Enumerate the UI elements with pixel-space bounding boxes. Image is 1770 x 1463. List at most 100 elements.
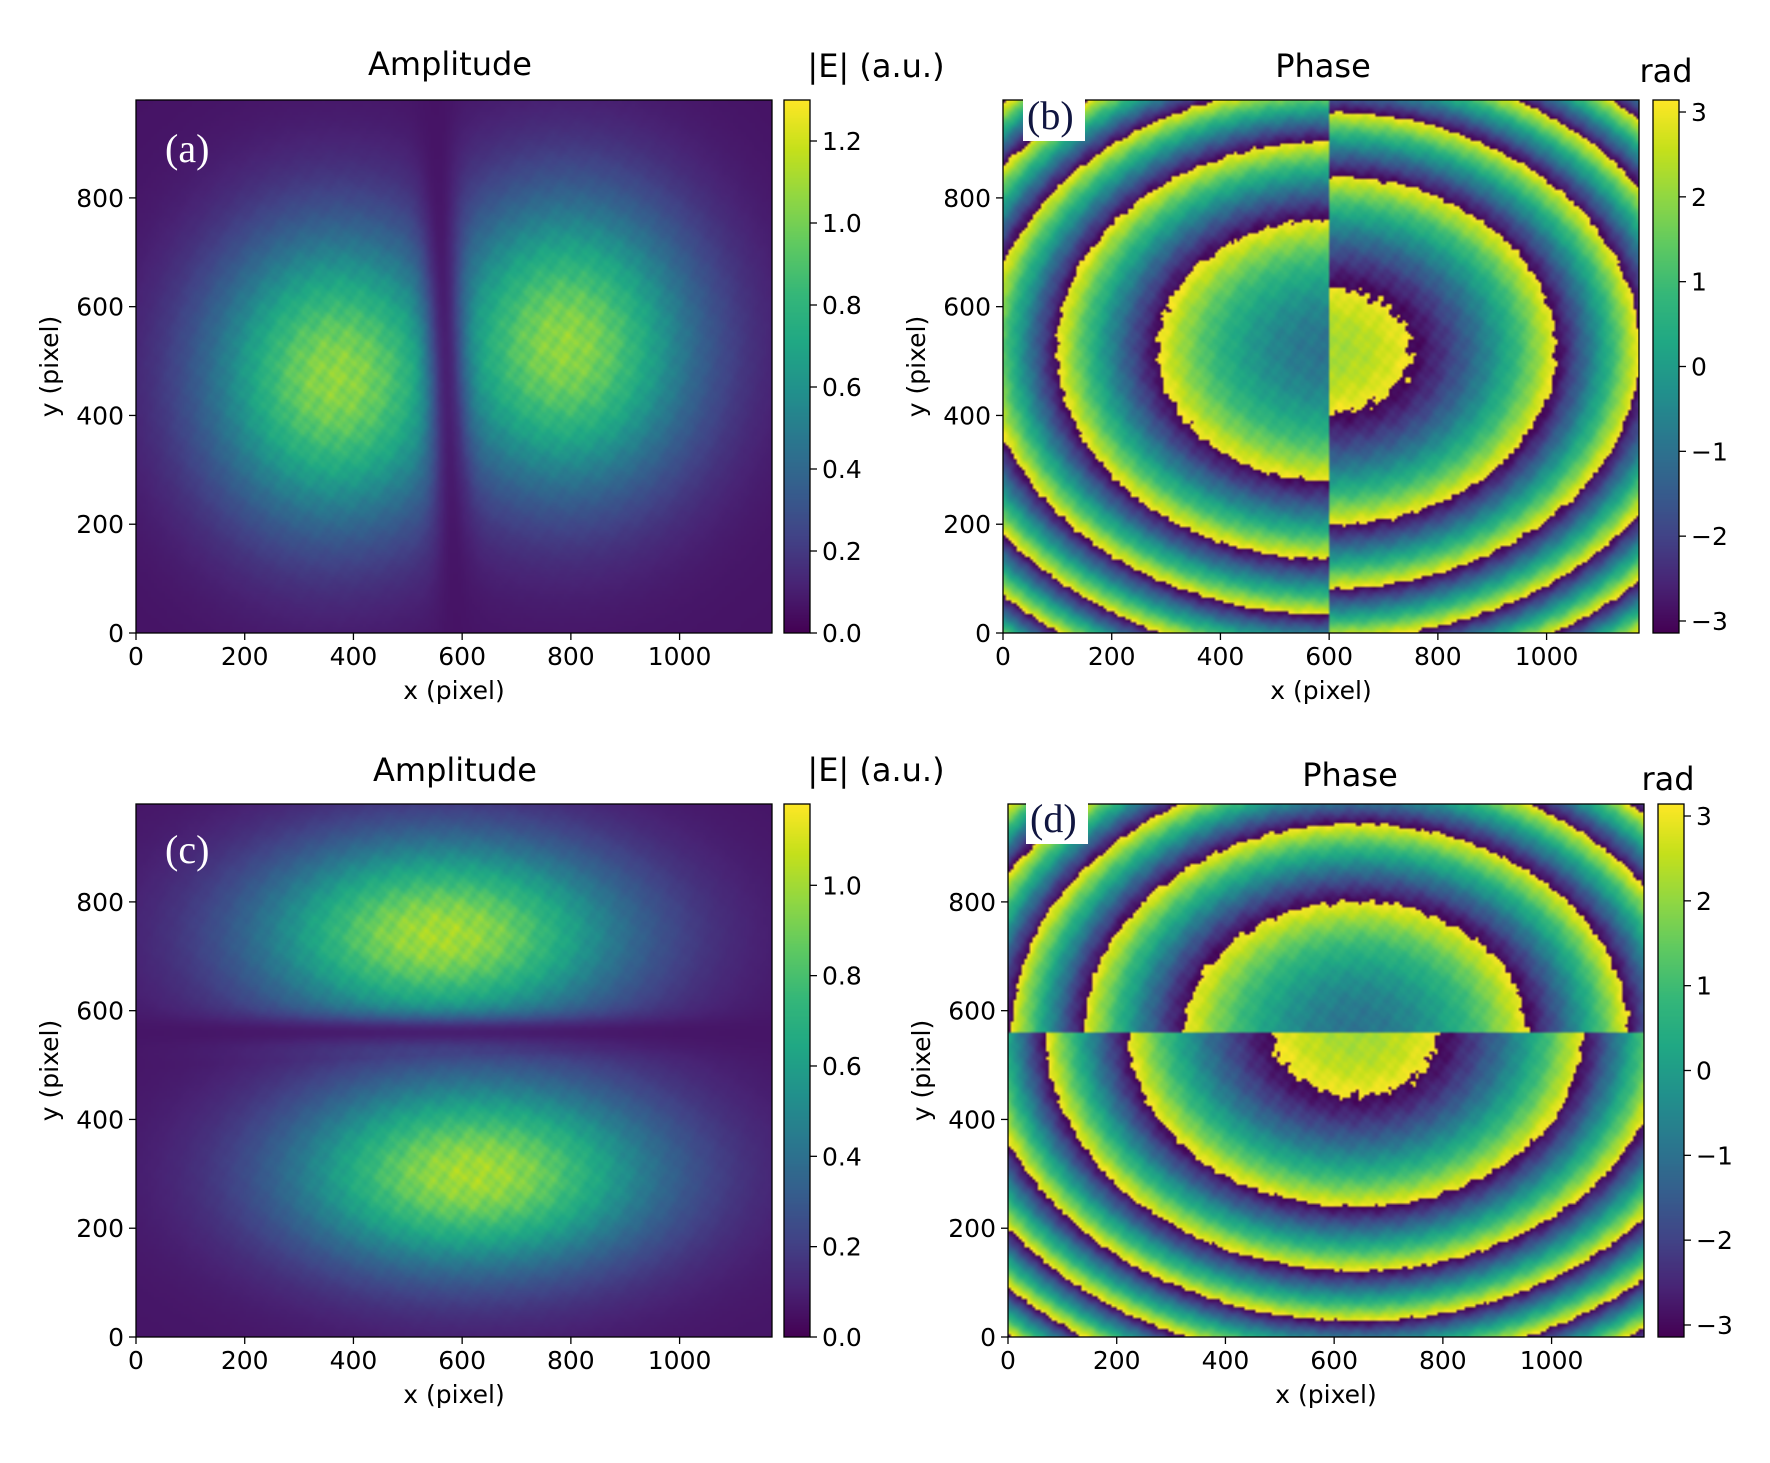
- panel-4-colorbar-tick-label: −3: [1696, 1311, 1733, 1340]
- panel-3-colorbar-tick-label: 0.2: [822, 1233, 862, 1262]
- panel-2-panel-label: (b): [1027, 93, 1074, 138]
- panel-1-colorbar-tick-label: 0.6: [822, 373, 862, 402]
- panel-3-panel-label: (c): [165, 827, 209, 872]
- panel-2-colorbar-label: rad: [1639, 52, 1692, 90]
- panel-1-title: Amplitude: [368, 45, 532, 83]
- panel-2-colorbar-tick-label: 1: [1691, 268, 1707, 297]
- panel-1-heatmap: [136, 100, 772, 633]
- panel-4-colorbar-tick-label: 2: [1696, 887, 1712, 916]
- panel-4-y-tick-label: 200: [948, 1214, 996, 1243]
- panel-3-colorbar-tick-label: 0.0: [822, 1323, 862, 1352]
- panel-4-x-tick-label: 400: [1202, 1346, 1250, 1375]
- panel-4-x-tick-label: 800: [1419, 1346, 1467, 1375]
- panel-2-y-tick-label: 200: [943, 510, 991, 539]
- panel-1-x-tick-label: 800: [547, 642, 595, 671]
- panel-1-y-tick-label: 200: [76, 510, 124, 539]
- panel-1-x-tick-label: 400: [330, 642, 378, 671]
- panel-1-colorbar-tick-label: 0.8: [822, 291, 862, 320]
- panel-2-y-tick-label: 600: [943, 293, 991, 322]
- panel-1-y-tick-label: 0: [108, 619, 124, 648]
- panel-2-x-tick-label: 400: [1197, 642, 1245, 671]
- panel-2-heatmap: [1003, 100, 1639, 633]
- panel-3-x-tick-label: 1000: [648, 1346, 712, 1375]
- panel-3-x-tick-label: 800: [547, 1346, 595, 1375]
- panel-3-colorbar-tick-label: 1.0: [822, 871, 862, 900]
- panel-2-colorbar-tick-label: 3: [1691, 98, 1707, 127]
- panel-1-colorbar-tick-label: 0.2: [822, 537, 862, 566]
- panel-3-x-tick-label: 400: [330, 1346, 378, 1375]
- panel-3-heatmap: [136, 804, 772, 1337]
- panel-3-y-axis-label: y (pixel): [35, 1020, 64, 1121]
- panel-4-panel-label: (d): [1030, 796, 1077, 841]
- panel-3-y-tick-label: 400: [76, 1105, 124, 1134]
- panel-4-x-tick-label: 200: [1093, 1346, 1141, 1375]
- panel-2-axes-frame: [1002, 99, 1640, 634]
- panel-4-x-axis-label: x (pixel): [1275, 1380, 1376, 1409]
- panel-3-y-tick-label: 200: [76, 1214, 124, 1243]
- panel-2-y-tick-label: 400: [943, 401, 991, 430]
- panel-2-y-axis-label: y (pixel): [902, 316, 931, 417]
- panel-3-y-tick-label: 600: [76, 997, 124, 1026]
- panel-4-label-box: [1026, 796, 1088, 844]
- panel-3-colorbar: [784, 804, 810, 1337]
- panel-1-y-tick-label: 400: [76, 401, 124, 430]
- panel-1-colorbar: [784, 100, 810, 633]
- panel-1-y-tick-label: 600: [76, 293, 124, 322]
- panel-1-colorbar-tick-label: 0.0: [822, 619, 862, 648]
- panel-2-x-tick-label: 600: [1305, 642, 1353, 671]
- panel-3-x-tick-label: 200: [221, 1346, 269, 1375]
- panel-2-colorbar-tick-label: −2: [1691, 522, 1728, 551]
- panel-4-y-axis-label: y (pixel): [907, 1020, 936, 1121]
- panel-1-colorbar-tick-label: 0.4: [822, 455, 862, 484]
- panel-2-y-tick-label: 800: [943, 184, 991, 213]
- panel-3-axes-frame: [135, 803, 773, 1338]
- panel-2-label-box: [1023, 93, 1085, 141]
- panel-4-title: Phase: [1302, 756, 1398, 794]
- panel-4-colorbar-label: rad: [1641, 760, 1694, 798]
- panel-1-x-tick-label: 600: [438, 642, 486, 671]
- panel-4-colorbar-tick-label: −2: [1696, 1226, 1733, 1255]
- panel-1-x-tick-label: 0: [128, 642, 144, 671]
- panel-1-axes-frame: [135, 99, 773, 634]
- panel-1-colorbar-frame: [783, 99, 811, 634]
- panel-4-x-tick-label: 1000: [1520, 1346, 1584, 1375]
- panel-2-colorbar: [1653, 100, 1679, 633]
- panel-2-y-tick-label: 0: [975, 619, 991, 648]
- panel-1-colorbar-tick-label: 1.2: [822, 127, 862, 156]
- panel-4-x-tick-label: 0: [1000, 1346, 1016, 1375]
- panel-1-y-axis-label: y (pixel): [35, 316, 64, 417]
- panel-4-x-tick-label: 600: [1310, 1346, 1358, 1375]
- panel-1-x-tick-label: 200: [221, 642, 269, 671]
- panel-3-colorbar-frame: [783, 803, 811, 1338]
- panel-3-colorbar-tick-label: 0.6: [822, 1052, 862, 1081]
- panel-3-colorbar-tick-label: 0.4: [822, 1142, 862, 1171]
- panel-2-colorbar-tick-label: −1: [1691, 437, 1728, 466]
- panel-1-colorbar-label: |E| (a.u.): [807, 47, 944, 85]
- panel-1-panel-label: (a): [165, 126, 209, 171]
- panel-3-y-tick-label: 0: [108, 1323, 124, 1352]
- panel-4-axes-frame: [1007, 803, 1645, 1338]
- panel-4-heatmap: [1008, 804, 1644, 1337]
- panel-3-x-axis-label: x (pixel): [403, 1380, 504, 1409]
- panel-2-x-axis-label: x (pixel): [1270, 676, 1371, 705]
- panel-4-y-tick-label: 400: [948, 1105, 996, 1134]
- panel-4-colorbar-tick-label: −1: [1696, 1141, 1733, 1170]
- panel-4-colorbar-tick-label: 1: [1696, 972, 1712, 1001]
- panel-1-x-tick-label: 1000: [648, 642, 712, 671]
- panel-1-colorbar-tick-label: 1.0: [822, 209, 862, 238]
- panel-2-colorbar-tick-label: 0: [1691, 353, 1707, 382]
- panel-2-x-tick-label: 200: [1088, 642, 1136, 671]
- panel-4-colorbar: [1658, 804, 1684, 1337]
- panel-3-x-tick-label: 600: [438, 1346, 486, 1375]
- panel-2-title: Phase: [1275, 47, 1371, 85]
- panel-4-colorbar-tick-label: 0: [1696, 1057, 1712, 1086]
- panel-3-colorbar-tick-label: 0.8: [822, 962, 862, 991]
- panel-2-colorbar-tick-label: 2: [1691, 183, 1707, 212]
- panel-4-colorbar-tick-label: 3: [1696, 802, 1712, 831]
- panel-1-y-tick-label: 800: [76, 184, 124, 213]
- panel-3-title: Amplitude: [373, 751, 537, 789]
- panel-2-colorbar-tick-label: −3: [1691, 607, 1728, 636]
- panel-1-x-axis-label: x (pixel): [403, 676, 504, 705]
- panel-2-x-tick-label: 1000: [1515, 642, 1579, 671]
